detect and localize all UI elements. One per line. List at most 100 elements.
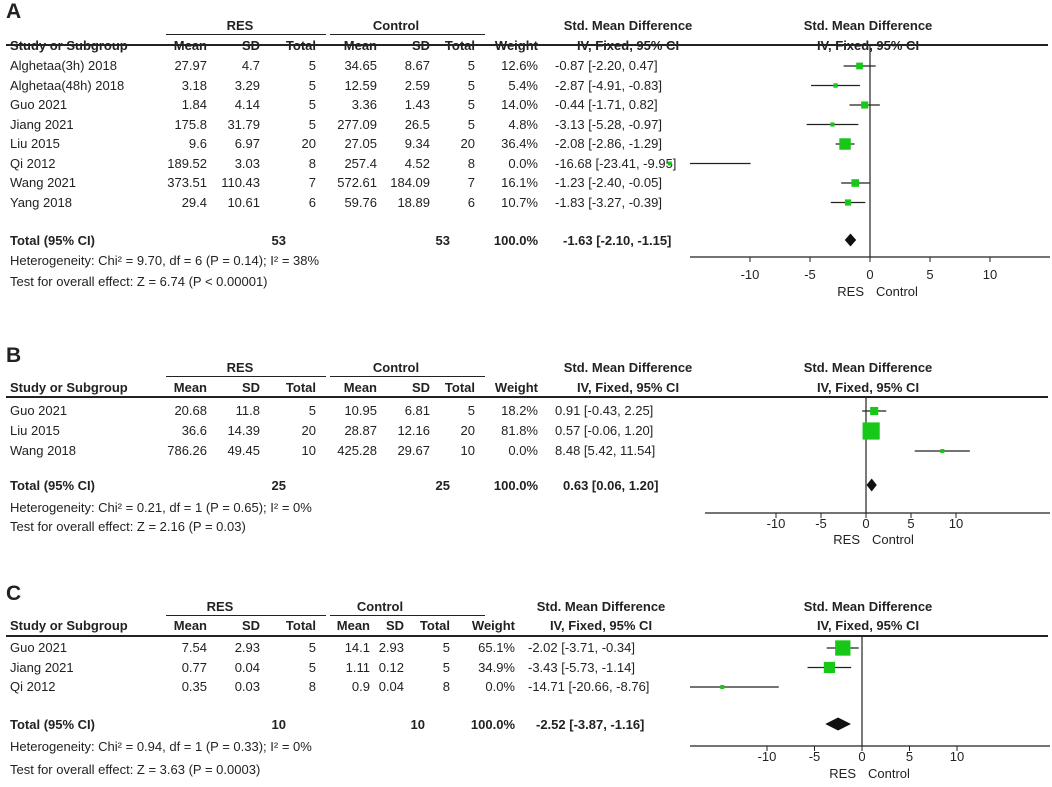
study-name: Liu 2015 [10, 423, 60, 438]
favours-left-label: RES [837, 284, 864, 299]
cell-sd-1: 14.39 [227, 423, 260, 438]
col-sd-2: SD [411, 380, 430, 395]
group-rule-1 [166, 615, 326, 616]
header-rule [6, 635, 1048, 637]
cell-weight: 0.0% [485, 679, 515, 694]
cell-mean-1: 189.52 [167, 155, 207, 171]
cell-total-2: 5 [467, 58, 475, 73]
cell-sd-1: 0.04 [234, 659, 260, 675]
cell-ci: -1.23 [-2.40, -0.05] [555, 175, 662, 190]
favours-left-label: RES [829, 766, 856, 781]
panel-label: B [6, 344, 22, 367]
cell-sd-2: 2.93 [378, 640, 404, 655]
cell-mean-2: 27.05 [344, 136, 377, 151]
cell-ci: -2.87 [-4.91, -0.83] [555, 77, 662, 93]
effect-square [823, 661, 836, 674]
cell-mean-1: 3.18 [181, 77, 207, 93]
cell-sd-2: 0.12 [378, 659, 404, 675]
study-name: Liu 2015 [10, 136, 60, 151]
cell-mean-2: 3.36 [351, 97, 377, 112]
x-tick-label: -10 [741, 267, 760, 282]
cell-mean-2: 425.28 [337, 443, 377, 458]
effect-square [940, 449, 945, 453]
effect-square [856, 62, 863, 70]
cell-total-2: 5 [442, 640, 450, 655]
cell-mean-2: 59.76 [344, 194, 377, 210]
forest-plot: -10 -5 0 5 10 RES Control [705, 396, 1050, 547]
col-total-2: Total [444, 380, 475, 395]
cell-mean-2: 572.61 [337, 175, 377, 190]
summary-diamond [844, 233, 857, 247]
group-rule-2 [330, 34, 485, 35]
cell-total-2: 5 [442, 659, 450, 675]
smd-plot-heading: Std. Mean Difference [803, 360, 933, 375]
cell-ci: -2.08 [-2.86, -1.29] [555, 136, 662, 151]
cell-weight: 18.2% [501, 403, 538, 418]
x-tick-label: 10 [949, 516, 963, 531]
total-n-1: 25 [271, 478, 286, 493]
cell-weight: 10.7% [501, 194, 538, 210]
cell-sd-1: 110.43 [221, 175, 260, 190]
x-tick-label: 10 [983, 267, 997, 282]
total-n-2: 10 [410, 717, 425, 732]
cell-weight: 12.6% [501, 58, 538, 73]
cell-total-2: 5 [467, 97, 475, 112]
cell-mean-2: 14.1 [344, 640, 370, 655]
cell-mean-1: 7.54 [181, 640, 207, 655]
col-ci-plot: IV, Fixed, 95% CI [816, 618, 920, 633]
cell-sd-2: 4.52 [404, 155, 430, 171]
study-name: Jiang 2021 [10, 659, 74, 675]
forest-plot: -10 -5 0 5 10 RES Control [667, 44, 1050, 299]
cell-sd-2: 29.67 [397, 443, 430, 458]
cell-total-1: 6 [308, 194, 316, 210]
cell-sd-2: 0.04 [378, 679, 404, 694]
cell-sd-1: 49.45 [227, 443, 260, 458]
group-rule-2 [330, 615, 485, 616]
cell-sd-1: 0.03 [234, 679, 260, 694]
cell-mean-2: 257.4 [344, 155, 377, 171]
cell-sd-1: 6.97 [234, 136, 260, 151]
total-weight: 100.0% [493, 233, 538, 248]
study-name: Qi 2012 [10, 679, 56, 694]
effect-square [861, 101, 869, 109]
favours-right-label: Control [872, 532, 914, 547]
cell-mean-2: 28.87 [344, 423, 377, 438]
effect-square [720, 685, 725, 689]
cell-sd-1: 31.79 [227, 116, 260, 132]
effect-square [839, 138, 851, 150]
cell-mean-1: 0.77 [181, 659, 207, 675]
cell-sd-2: 12.16 [397, 423, 430, 438]
col-mean-2: Mean [336, 618, 370, 633]
cell-total-2: 10 [460, 443, 475, 458]
cell-total-1: 7 [308, 175, 316, 190]
group-rule-2 [330, 376, 485, 377]
study-name: Alghetaa(3h) 2018 [10, 58, 117, 73]
cell-total-1: 8 [308, 679, 316, 694]
cell-ci: -0.87 [-2.20, 0.47] [555, 58, 658, 73]
col-mean-2: Mean [343, 380, 377, 395]
x-tick-label: -5 [809, 749, 821, 764]
cell-total-1: 5 [308, 58, 316, 73]
smd-plot-heading: Std. Mean Difference [803, 599, 933, 614]
cell-mean-1: 9.6 [188, 136, 207, 151]
cell-sd-2: 2.59 [404, 77, 430, 93]
cell-mean-1: 0.35 [181, 679, 207, 694]
effect-square [862, 422, 880, 440]
group1-heading: RES [206, 599, 234, 614]
study-name: Yang 2018 [10, 194, 72, 210]
effect-square [833, 83, 838, 88]
group-rule-1 [166, 34, 326, 35]
cell-mean-1: 1.84 [181, 97, 207, 112]
cell-total-2: 20 [460, 136, 475, 151]
summary-diamond [866, 478, 877, 492]
cell-ci: 0.57 [-0.06, 1.20] [555, 423, 654, 438]
col-sd-1: SD [241, 380, 260, 395]
cell-mean-2: 34.65 [344, 58, 377, 73]
panel-label: C [6, 582, 22, 605]
cell-weight: 81.8% [501, 423, 538, 438]
smd-heading: Std. Mean Difference [536, 599, 666, 614]
cell-sd-2: 6.81 [404, 403, 430, 418]
col-study: Study or Subgroup [10, 618, 128, 633]
total-n-1: 10 [271, 717, 286, 732]
x-tick-label: 0 [858, 749, 865, 764]
